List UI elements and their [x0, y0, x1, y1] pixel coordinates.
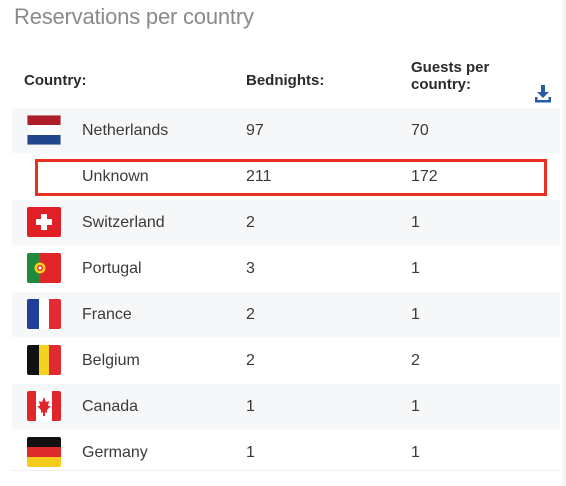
guests-value: 70 — [411, 122, 429, 139]
table-row: France 2 1 — [12, 292, 560, 338]
guests-value: 1 — [411, 306, 420, 323]
country-name: Germany — [82, 444, 148, 461]
bednights-value: 1 — [246, 398, 255, 415]
bednights-value: 3 — [246, 260, 255, 277]
portugal-flag-icon — [27, 253, 61, 283]
france-flag-icon — [27, 299, 61, 329]
header-guests: Guests per country: — [411, 59, 490, 93]
country-name: Switzerland — [82, 214, 165, 231]
table-header: Country: Bednights: Guests per country: — [0, 52, 560, 108]
table-row: Germany 1 1 — [12, 430, 560, 476]
country-name: Belgium — [82, 352, 140, 369]
country-name: Unknown — [82, 168, 149, 185]
panel-edge — [560, 0, 566, 486]
download-icon[interactable] — [534, 84, 552, 104]
guests-value: 1 — [411, 444, 420, 461]
bednights-value: 1 — [246, 444, 255, 461]
guests-value: 1 — [411, 260, 420, 277]
table-row: Switzerland 2 1 — [12, 200, 560, 246]
country-name: France — [82, 306, 132, 323]
canada-flag-icon — [27, 391, 61, 421]
table-row: Portugal 3 1 — [12, 246, 560, 292]
table-row: Belgium 2 2 — [12, 338, 560, 384]
table-bottom-divider — [12, 470, 560, 471]
belgium-flag-icon — [27, 345, 61, 375]
table-row: Canada 1 1 — [12, 384, 560, 430]
country-name: Portugal — [82, 260, 142, 277]
bednights-value: 211 — [246, 168, 272, 185]
bednights-value: 97 — [246, 122, 264, 139]
header-bednights: Bednights: — [246, 72, 325, 89]
country-name: Netherlands — [82, 122, 169, 139]
germany-flag-icon — [27, 437, 61, 467]
table-row: Netherlands 97 70 — [12, 108, 560, 154]
bednights-value: 2 — [246, 214, 255, 231]
bednights-value: 2 — [246, 352, 255, 369]
bednights-value: 2 — [246, 306, 255, 323]
guests-value: 1 — [411, 398, 420, 415]
highlight-box — [35, 159, 547, 196]
header-country: Country: — [24, 72, 87, 89]
page-title: Reservations per country — [14, 4, 254, 29]
country-name: Canada — [82, 398, 139, 415]
switzerland-flag-icon — [27, 207, 61, 237]
guests-value: 172 — [411, 168, 438, 185]
guests-value: 1 — [411, 214, 420, 231]
netherlands-flag-icon — [27, 115, 61, 145]
guests-value: 2 — [411, 352, 420, 369]
